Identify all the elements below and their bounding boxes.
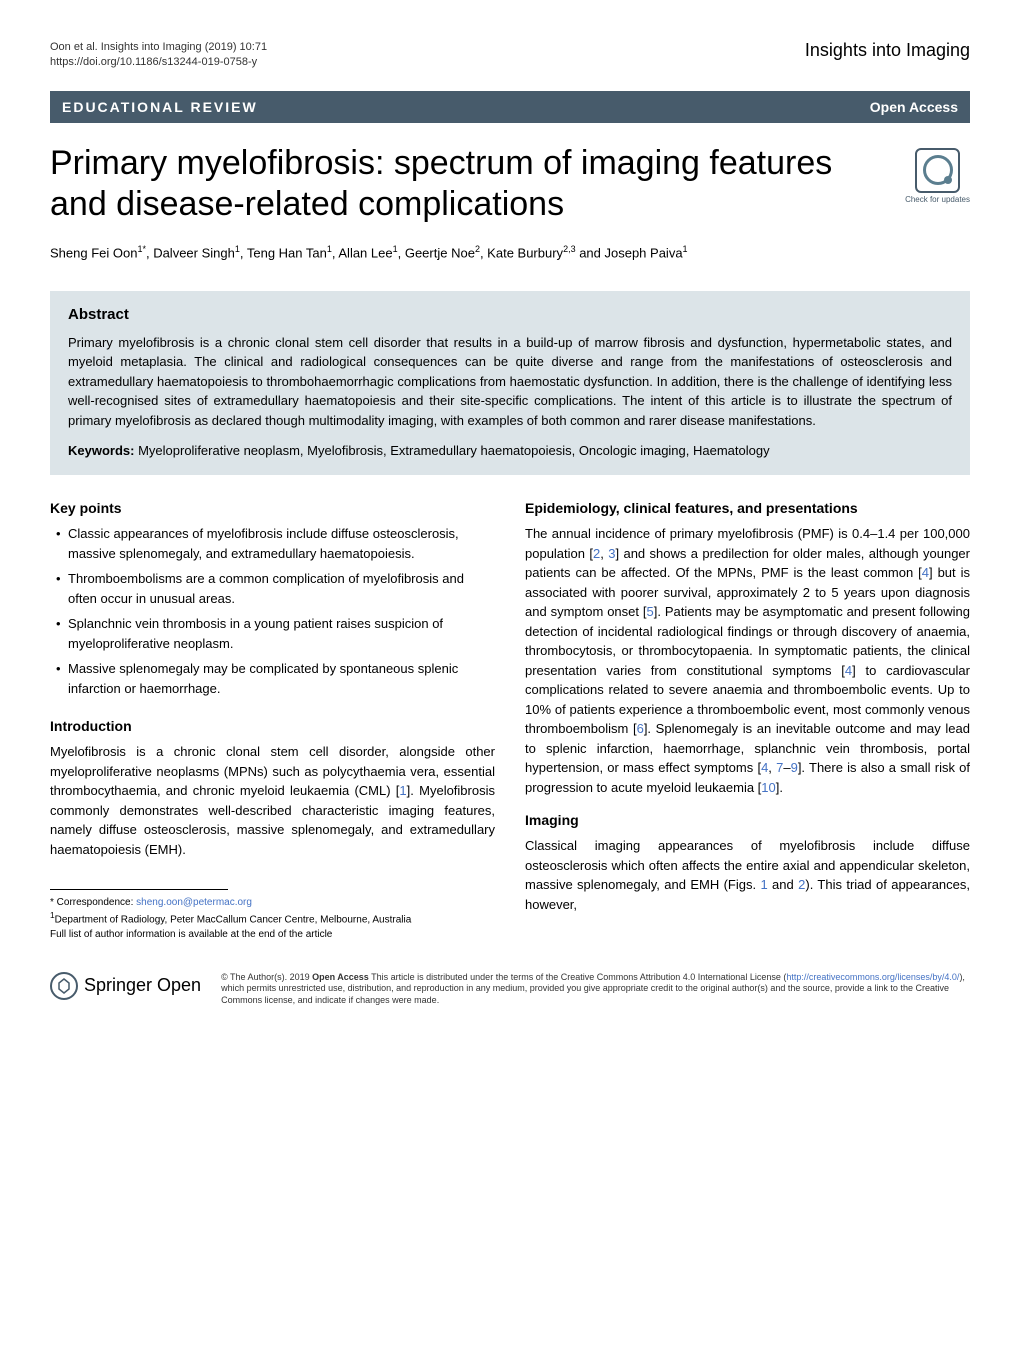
category-band: EDUCATIONAL REVIEW Open Access (50, 91, 970, 123)
abstract-heading: Abstract (68, 306, 952, 323)
abstract-text: Primary myelofibrosis is a chronic clona… (68, 333, 952, 431)
key-point-item: Massive splenomegaly may be complicated … (50, 659, 495, 698)
keywords-label: Keywords: (68, 443, 134, 458)
license-row: Springer Open © The Author(s). 2019 Open… (50, 962, 970, 1017)
keywords-text: Myeloproliferative neoplasm, Myelofibros… (134, 443, 769, 458)
springer-label: Springer Open (84, 975, 201, 996)
citation-block: Oon et al. Insights into Imaging (2019) … (50, 40, 267, 71)
journal-name: Insights into Imaging (805, 40, 970, 61)
title-row: Primary myelofibrosis: spectrum of imagi… (50, 143, 970, 225)
correspondence-label: * Correspondence: (50, 897, 136, 908)
open-access-label: Open Access (870, 99, 958, 115)
springer-icon (50, 972, 78, 1000)
key-point-item: Splanchnic vein thrombosis in a young pa… (50, 614, 495, 653)
article-title: Primary myelofibrosis: spectrum of imagi… (50, 143, 885, 225)
citation-line-2: https://doi.org/10.1186/s13244-019-0758-… (50, 55, 267, 70)
correspondence: * Correspondence: sheng.oon@petermac.org (50, 896, 495, 910)
page-container: Oon et al. Insights into Imaging (2019) … (0, 0, 1020, 1057)
two-column-layout: Key points Classic appearances of myelof… (50, 500, 970, 941)
check-updates-badge[interactable]: Check for updates (905, 148, 970, 204)
citation-line-1: Oon et al. Insights into Imaging (2019) … (50, 40, 267, 55)
key-points-list: Classic appearances of myelofibrosis inc… (50, 524, 495, 698)
check-updates-label: Check for updates (905, 195, 970, 204)
article-category: EDUCATIONAL REVIEW (62, 99, 258, 115)
header-row: Oon et al. Insights into Imaging (2019) … (50, 40, 970, 71)
springer-logo: Springer Open (50, 972, 201, 1000)
footer-divider (50, 889, 228, 890)
keywords-row: Keywords: Myeloproliferative neoplasm, M… (68, 442, 952, 460)
key-point-item: Classic appearances of myelofibrosis inc… (50, 524, 495, 563)
left-column: Key points Classic appearances of myelof… (50, 500, 495, 941)
affiliation-line: 1Department of Radiology, Peter MacCallu… (50, 910, 495, 927)
key-point-item: Thromboembolisms are a common complicati… (50, 569, 495, 608)
introduction-text: Myelofibrosis is a chronic clonal stem c… (50, 742, 495, 859)
right-column: Epidemiology, clinical features, and pre… (525, 500, 970, 941)
authors-list: Sheng Fei Oon1*, Dalveer Singh1, Teng Ha… (50, 244, 970, 260)
crossmark-icon (915, 148, 960, 193)
key-points-heading: Key points (50, 500, 495, 516)
imaging-heading: Imaging (525, 812, 970, 828)
epidemiology-heading: Epidemiology, clinical features, and pre… (525, 500, 970, 516)
abstract-box: Abstract Primary myelofibrosis is a chro… (50, 291, 970, 476)
imaging-text: Classical imaging appearances of myelofi… (525, 836, 970, 914)
introduction-heading: Introduction (50, 718, 495, 734)
correspondence-email[interactable]: sheng.oon@petermac.org (136, 897, 252, 908)
affiliation-note: Full list of author information is avail… (50, 928, 495, 942)
epidemiology-text: The annual incidence of primary myelofib… (525, 524, 970, 797)
license-text: © The Author(s). 2019 Open Access This a… (221, 972, 970, 1007)
